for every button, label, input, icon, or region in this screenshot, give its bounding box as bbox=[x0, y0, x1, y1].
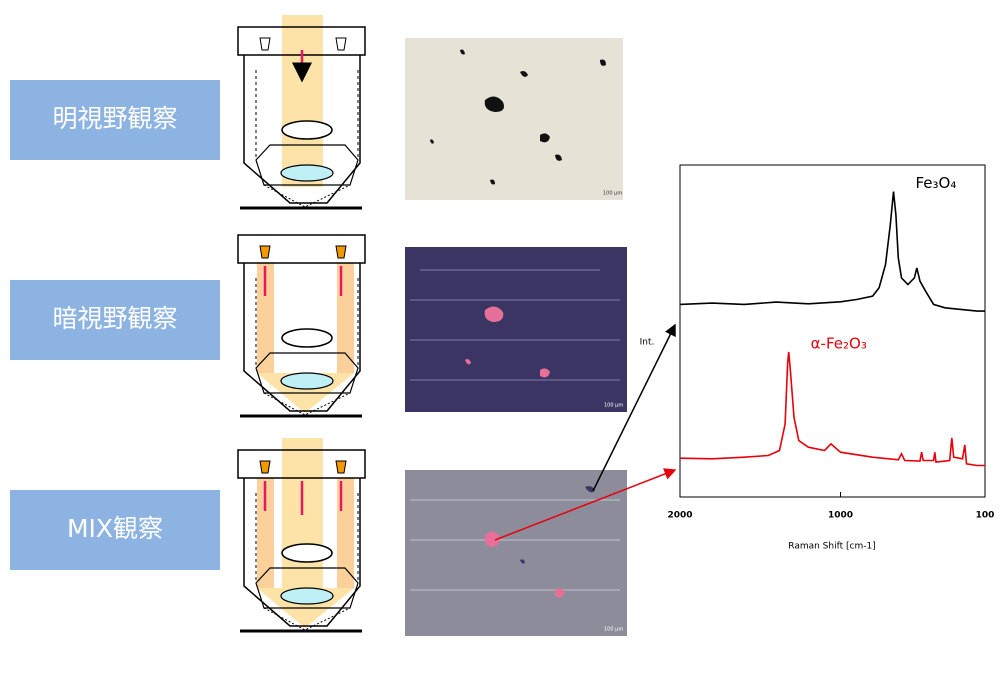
mode-box bbox=[10, 80, 220, 160]
plot-frame bbox=[679, 164, 986, 498]
micrograph-bright: 100 μm bbox=[405, 38, 623, 200]
arrow bbox=[592, 323, 676, 492]
series-label: α-Fe₂O₃ bbox=[811, 334, 867, 352]
arrow bbox=[494, 468, 677, 541]
scale-label: 100 μm bbox=[604, 627, 623, 633]
scope-mix bbox=[236, 438, 367, 633]
scope-dark bbox=[236, 233, 367, 418]
micrograph-mix: 100 μm bbox=[405, 470, 627, 636]
mode-box bbox=[10, 280, 220, 360]
scale-label: 100 μm bbox=[603, 191, 622, 197]
series-label: Fe₃O₄ bbox=[916, 174, 957, 192]
mode-label: 暗視野観察 bbox=[52, 304, 177, 333]
x-tick-label: 2000 bbox=[667, 511, 692, 521]
spectrum-line bbox=[679, 351, 985, 467]
x-tick-label: 100 bbox=[976, 511, 995, 521]
mode-box bbox=[10, 490, 220, 570]
scale-label: 100 μm bbox=[604, 403, 623, 409]
mode-label: 明視野観察 bbox=[52, 104, 177, 133]
y-axis-label: Int. bbox=[640, 338, 655, 348]
x-axis-label: Raman Shift [cm-1] bbox=[788, 542, 875, 552]
spectrum-line bbox=[679, 191, 985, 312]
micrograph-dark: 100 μm bbox=[405, 247, 627, 412]
mode-label: MIX観察 bbox=[67, 514, 163, 543]
x-tick-label: 1000 bbox=[828, 511, 853, 521]
scope-bright bbox=[236, 15, 367, 210]
